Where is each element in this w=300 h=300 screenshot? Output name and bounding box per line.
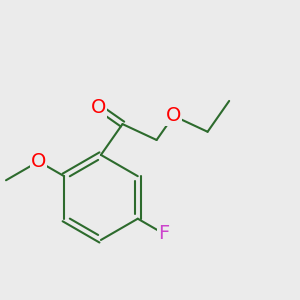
Text: O: O — [91, 98, 106, 117]
Text: F: F — [158, 224, 169, 243]
Text: O: O — [31, 152, 46, 171]
Text: O: O — [166, 106, 181, 125]
